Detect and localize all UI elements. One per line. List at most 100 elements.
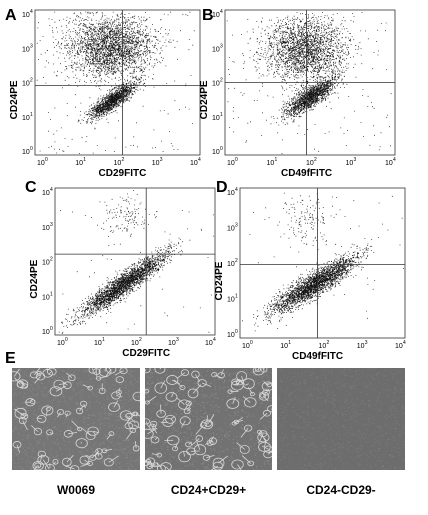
x-tick-exp: 4 bbox=[403, 340, 406, 346]
y-tick-base: 10 bbox=[212, 46, 220, 53]
plot-frame bbox=[34, 9, 201, 156]
x-tick-exp: 0 bbox=[235, 157, 238, 163]
y-tick-base: 10 bbox=[227, 226, 235, 233]
y-tick-exp: 4 bbox=[30, 9, 33, 15]
x-tick-base: 10 bbox=[319, 343, 327, 350]
y-tick-exp: 2 bbox=[50, 257, 53, 263]
x-tick-exp: 3 bbox=[365, 340, 368, 346]
y-tick-base: 10 bbox=[227, 190, 235, 197]
y-tick-exp: 3 bbox=[235, 223, 238, 229]
x-tick-base: 10 bbox=[57, 340, 65, 347]
x-tick-base: 10 bbox=[37, 160, 45, 167]
event-dots bbox=[36, 11, 195, 154]
x-axis-label: CD29FITC bbox=[99, 168, 147, 179]
y-tick-base: 10 bbox=[22, 115, 30, 122]
y-tick-exp: 0 bbox=[220, 146, 223, 152]
y-tick-base: 10 bbox=[42, 190, 50, 197]
image-caption: CD24-CD29- bbox=[306, 483, 375, 497]
micrograph-bg bbox=[277, 368, 405, 470]
y-tick-exp: 1 bbox=[235, 294, 238, 300]
y-tick-base: 10 bbox=[227, 297, 235, 304]
x-tick-base: 10 bbox=[306, 160, 314, 167]
y-tick-base: 10 bbox=[42, 225, 50, 232]
panel-label: C bbox=[25, 179, 37, 196]
x-tick-base: 10 bbox=[114, 160, 122, 167]
x-axis-label: CD49fFITC bbox=[292, 351, 343, 362]
y-tick-base: 10 bbox=[212, 149, 220, 156]
x-tick-base: 10 bbox=[242, 343, 250, 350]
image-caption: CD24+CD29+ bbox=[171, 483, 246, 497]
x-tick-base: 10 bbox=[357, 343, 365, 350]
cells bbox=[145, 368, 272, 470]
plot-frame bbox=[54, 187, 216, 336]
event-dots bbox=[58, 190, 214, 334]
y-tick-base: 10 bbox=[42, 329, 50, 336]
y-tick-base: 10 bbox=[212, 81, 220, 88]
y-tick-exp: 4 bbox=[235, 187, 238, 193]
y-tick-base: 10 bbox=[42, 294, 50, 301]
y-tick-exp: 4 bbox=[50, 187, 53, 193]
y-tick-exp: 4 bbox=[220, 9, 223, 15]
y-axis-label: CD24PE bbox=[9, 80, 20, 119]
y-tick-base: 10 bbox=[22, 46, 30, 53]
x-tick-exp: 3 bbox=[176, 337, 179, 343]
micrograph-bg bbox=[145, 368, 272, 470]
x-tick-base: 10 bbox=[205, 340, 213, 347]
x-tick-base: 10 bbox=[168, 340, 176, 347]
y-axis-label: CD24PE bbox=[214, 261, 225, 300]
texture bbox=[12, 368, 140, 470]
x-tick-base: 10 bbox=[152, 160, 160, 167]
y-tick-exp: 3 bbox=[220, 43, 223, 49]
x-tick-base: 10 bbox=[267, 160, 275, 167]
x-tick-exp: 1 bbox=[102, 337, 105, 343]
x-tick-base: 10 bbox=[94, 340, 102, 347]
x-tick-base: 10 bbox=[280, 343, 288, 350]
x-tick-exp: 4 bbox=[213, 337, 216, 343]
x-tick-base: 10 bbox=[395, 343, 403, 350]
y-tick-exp: 0 bbox=[235, 329, 238, 335]
y-tick-base: 10 bbox=[42, 260, 50, 267]
y-tick-base: 10 bbox=[22, 81, 30, 88]
y-tick-exp: 1 bbox=[220, 112, 223, 118]
x-tick-exp: 3 bbox=[354, 157, 357, 163]
y-tick-exp: 1 bbox=[30, 112, 33, 118]
micrograph bbox=[277, 368, 405, 470]
y-tick-base: 10 bbox=[22, 12, 30, 19]
y-tick-exp: 2 bbox=[235, 258, 238, 264]
x-tick-base: 10 bbox=[346, 160, 354, 167]
x-tick-exp: 2 bbox=[327, 340, 330, 346]
micrograph bbox=[12, 368, 140, 470]
x-tick-exp: 2 bbox=[314, 157, 317, 163]
y-tick-base: 10 bbox=[22, 149, 30, 156]
x-tick-exp: 2 bbox=[122, 157, 125, 163]
y-tick-base: 10 bbox=[212, 115, 220, 122]
y-tick-exp: 2 bbox=[30, 78, 33, 84]
y-tick-exp: 3 bbox=[50, 222, 53, 228]
x-tick-exp: 2 bbox=[139, 337, 142, 343]
x-tick-exp: 1 bbox=[288, 340, 291, 346]
image-caption: W0069 bbox=[57, 483, 95, 497]
x-tick-exp: 4 bbox=[198, 157, 201, 163]
x-tick-base: 10 bbox=[131, 340, 139, 347]
y-tick-exp: 0 bbox=[50, 326, 53, 332]
x-axis-label: CD29FITC bbox=[122, 348, 170, 359]
y-tick-exp: 3 bbox=[30, 43, 33, 49]
y-tick-exp: 0 bbox=[30, 146, 33, 152]
event-dots bbox=[242, 192, 404, 332]
panel-label: B bbox=[202, 7, 214, 24]
x-tick-exp: 3 bbox=[160, 157, 163, 163]
micrograph bbox=[145, 368, 272, 470]
plot-frame bbox=[239, 187, 406, 339]
x-tick-exp: 1 bbox=[275, 157, 278, 163]
x-tick-exp: 4 bbox=[393, 157, 396, 163]
x-tick-base: 10 bbox=[75, 160, 83, 167]
x-tick-exp: 0 bbox=[65, 337, 68, 343]
panel-label: D bbox=[216, 179, 228, 196]
x-tick-exp: 0 bbox=[45, 157, 48, 163]
x-tick-base: 10 bbox=[227, 160, 235, 167]
x-tick-base: 10 bbox=[385, 160, 393, 167]
y-tick-base: 10 bbox=[212, 12, 220, 19]
x-axis-label: CD49fFITC bbox=[281, 168, 332, 179]
